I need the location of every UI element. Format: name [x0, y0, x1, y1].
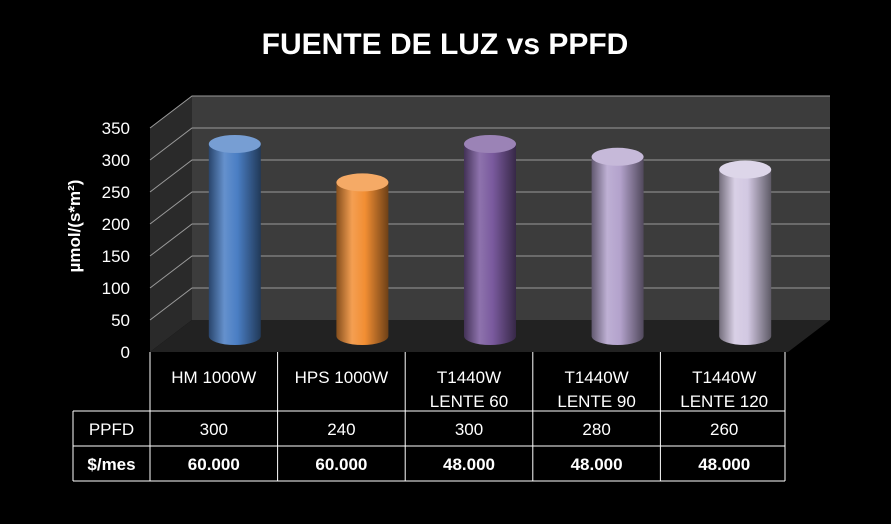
y-tick-label: 0 [121, 343, 130, 362]
gridline [149, 127, 830, 161]
table-cell: 60.000 [315, 455, 367, 474]
y-tick-label: 50 [111, 311, 130, 330]
side-wall [150, 96, 192, 352]
table-cell: 300 [455, 420, 483, 439]
gridline [149, 95, 830, 129]
table-cell: 48.000 [571, 455, 623, 474]
category-label: LENTE 60 [430, 392, 508, 411]
bar-body [464, 144, 516, 345]
category-label: T1440W [437, 368, 501, 387]
table-cell: 280 [582, 420, 610, 439]
bar-1 [336, 173, 389, 345]
y-tick-label: 150 [102, 247, 130, 266]
table-cell: 60.000 [188, 455, 240, 474]
bars [208, 135, 772, 345]
bar-body [591, 156, 644, 345]
y-tick-label: 250 [102, 183, 130, 202]
row-label: PPFD [89, 420, 134, 439]
category-label: T1440W [692, 368, 756, 387]
bar-2 [464, 135, 516, 345]
y-tick-label: 200 [102, 215, 130, 234]
category-label: LENTE 90 [557, 392, 635, 411]
y-tick-label: 100 [102, 279, 130, 298]
y-axis-label: µmol/(s*m²) [65, 180, 84, 273]
bar-top [336, 173, 389, 192]
y-axis-ticks: 0 50 100 150 200 250 300 350 [102, 119, 130, 362]
table-cell: 300 [200, 420, 228, 439]
row-label: $/mes [87, 455, 135, 474]
bar-3 [591, 147, 644, 345]
category-label: T1440W [564, 368, 628, 387]
chart-title: FUENTE DE LUZ vs PPFD [262, 28, 629, 61]
table-cell: 48.000 [443, 455, 495, 474]
bar-0 [208, 135, 261, 345]
bar-4 [719, 160, 772, 345]
category-label: HM 1000W [171, 368, 256, 387]
y-tick-label: 350 [102, 119, 130, 138]
bar-body [208, 144, 261, 345]
table-cell: 260 [710, 420, 738, 439]
bar-top [719, 160, 772, 179]
bar-top [591, 147, 644, 166]
bar-body [336, 182, 389, 345]
table-cell: 240 [327, 420, 355, 439]
bar-top [208, 135, 261, 153]
category-label: HPS 1000W [295, 368, 389, 387]
category-label: LENTE 120 [680, 392, 768, 411]
data-table: HM 1000W HPS 1000W T1440W LENTE 60 T1440W LEN… [72, 352, 786, 482]
y-tick-label: 300 [102, 151, 130, 170]
table-cell: 48.000 [698, 455, 750, 474]
bar-body [719, 169, 772, 345]
bar-top [464, 135, 516, 153]
